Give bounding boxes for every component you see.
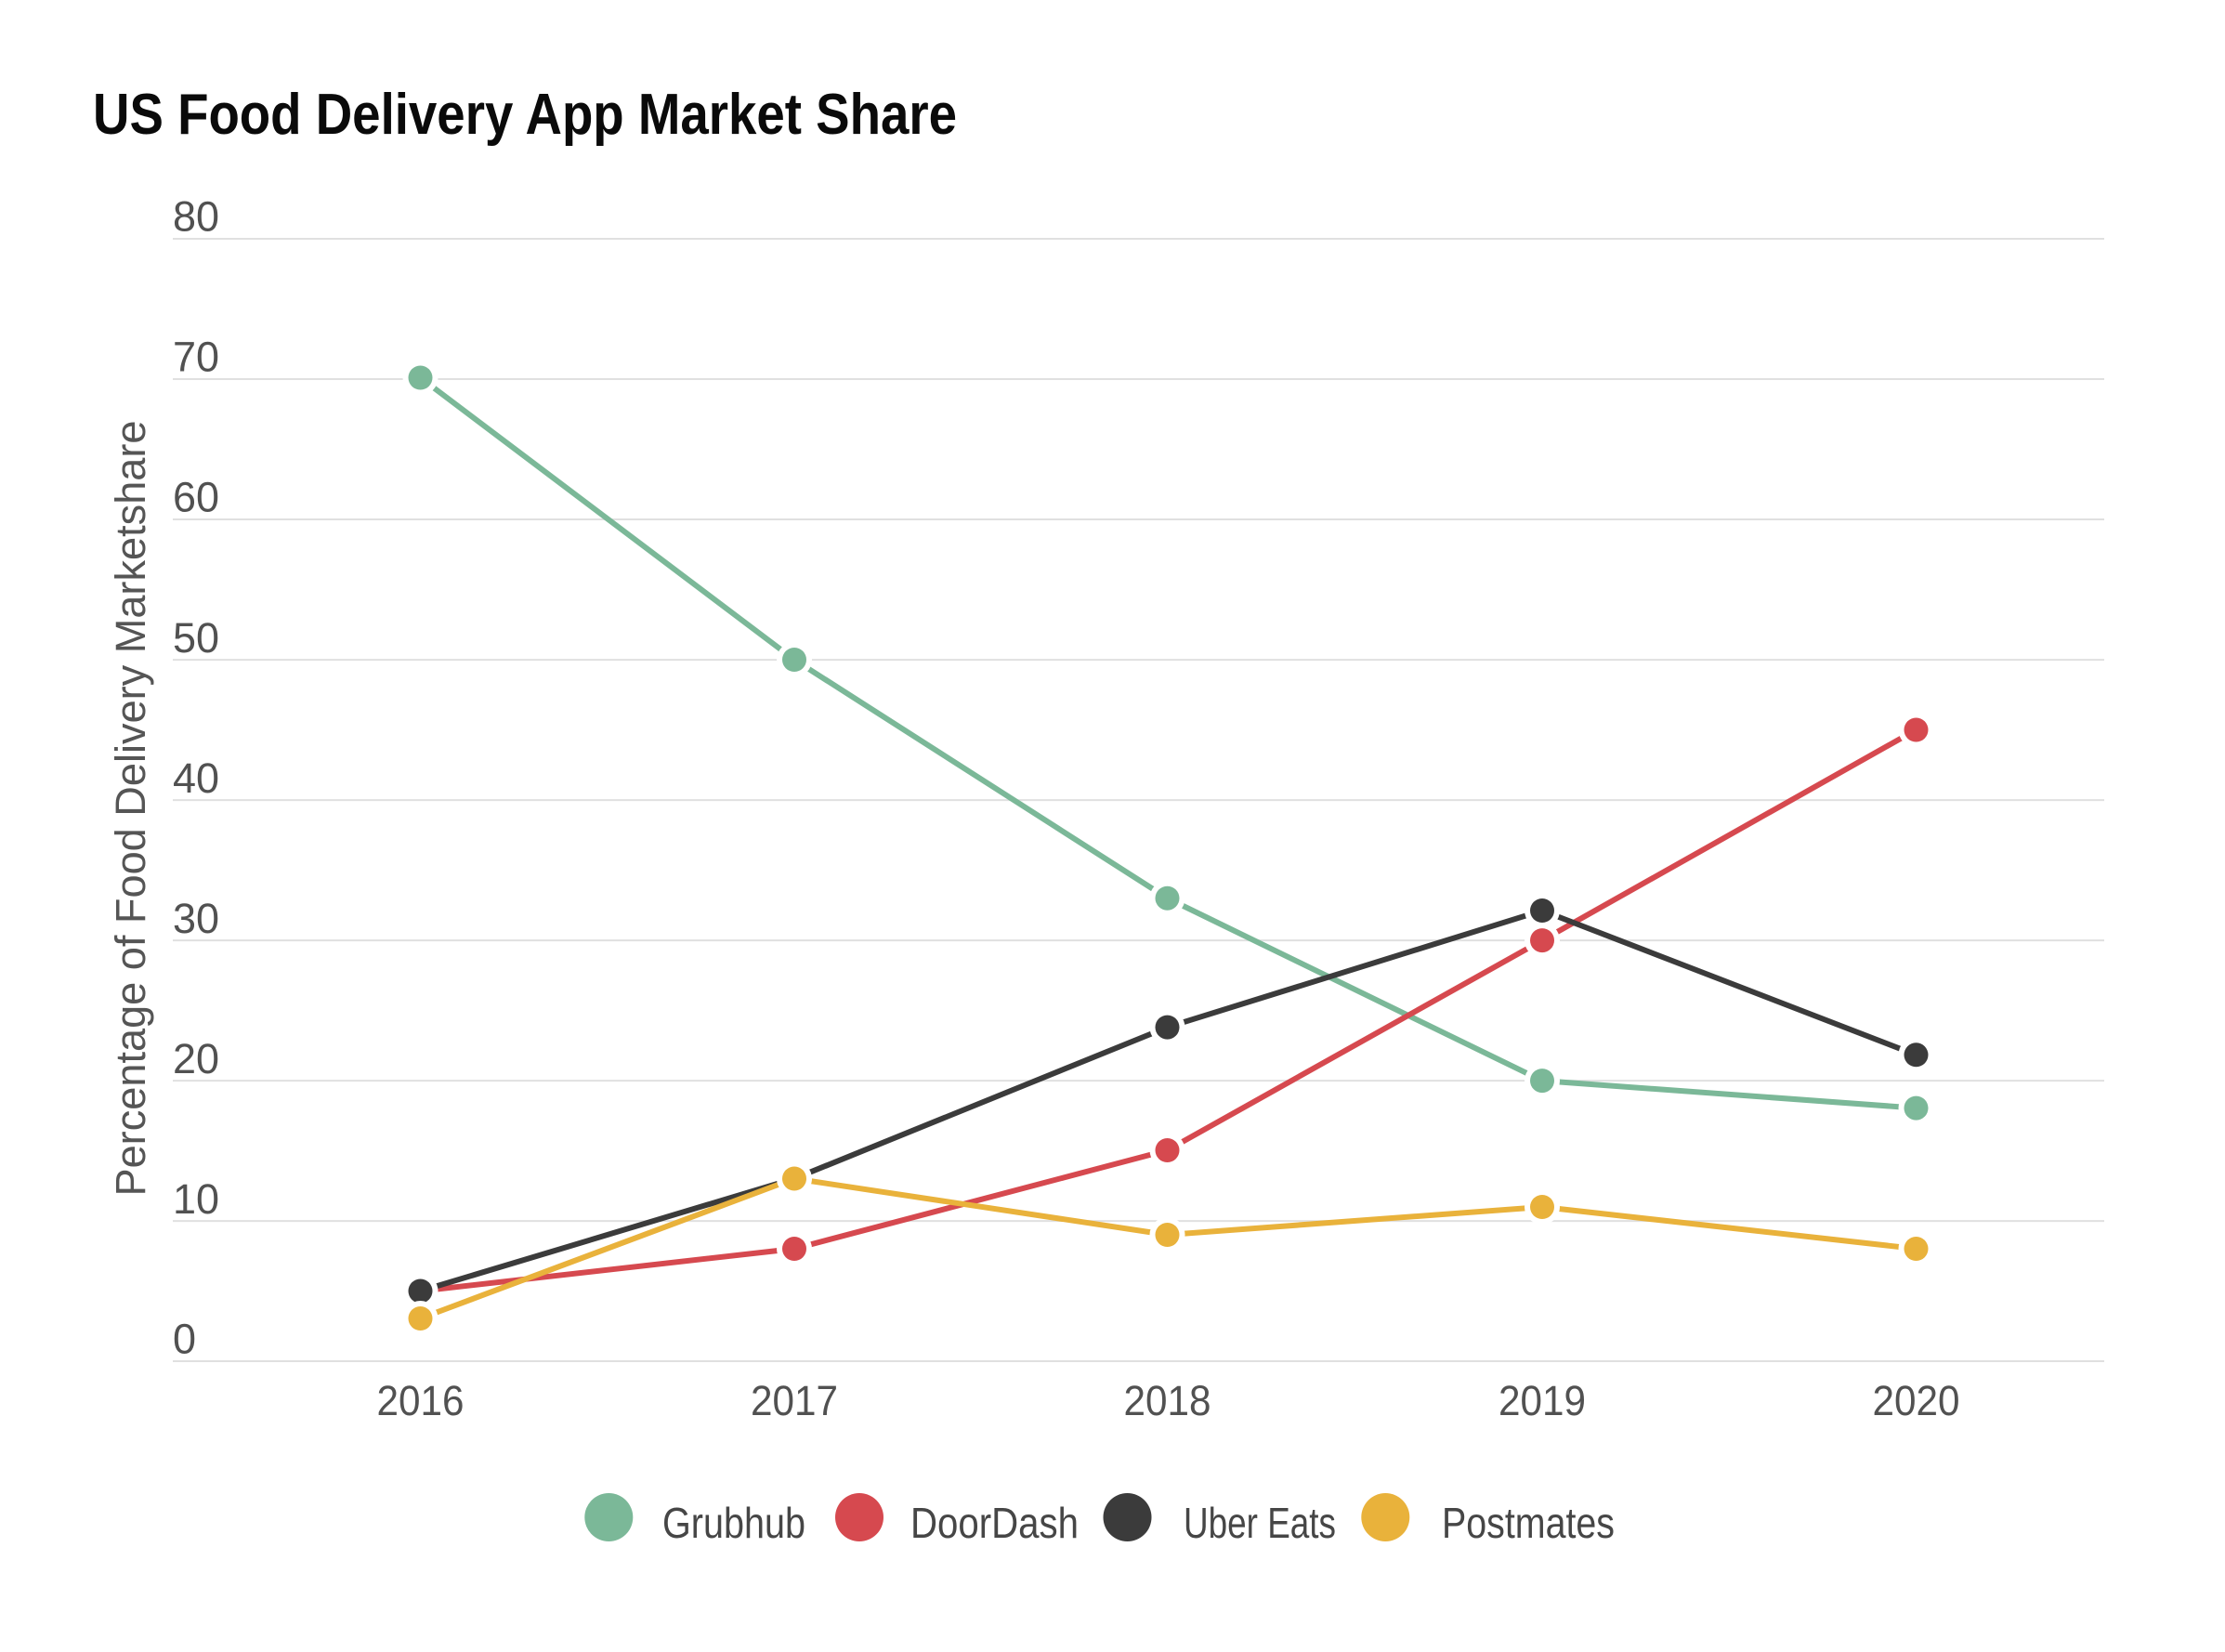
- svg-text:DoorDash: DoorDash: [910, 1499, 1079, 1547]
- svg-text:Postmates: Postmates: [1442, 1499, 1615, 1547]
- svg-text:0: 0: [173, 1316, 196, 1363]
- svg-text:2017: 2017: [751, 1377, 838, 1424]
- svg-text:50: 50: [173, 614, 219, 662]
- svg-text:2019: 2019: [1499, 1377, 1586, 1424]
- svg-text:2018: 2018: [1124, 1377, 1211, 1424]
- svg-text:40: 40: [173, 754, 219, 802]
- svg-text:2020: 2020: [1873, 1377, 1960, 1424]
- svg-text:60: 60: [173, 474, 219, 521]
- svg-text:80: 80: [173, 193, 219, 241]
- svg-text:US Food Delivery App Market Sh: US Food Delivery App Market Share: [93, 83, 957, 147]
- svg-text:30: 30: [173, 895, 219, 942]
- svg-text:Percentage of Food Delivery Ma: Percentage of Food Delivery Marketshare: [107, 421, 154, 1197]
- svg-text:2016: 2016: [377, 1377, 465, 1424]
- svg-text:20: 20: [173, 1035, 219, 1082]
- svg-text:10: 10: [173, 1175, 219, 1223]
- svg-text:70: 70: [173, 334, 219, 381]
- svg-text:Uber Eats: Uber Eats: [1184, 1499, 1336, 1547]
- svg-text:Grubhub: Grubhub: [662, 1499, 805, 1547]
